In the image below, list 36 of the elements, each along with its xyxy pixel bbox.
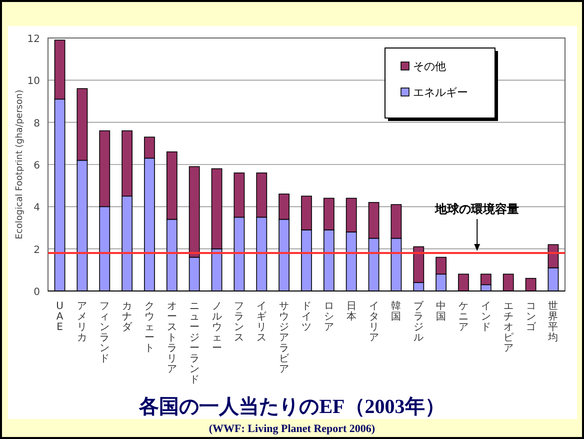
text: 各国の一人当たりのEF（2003年） [138, 396, 445, 418]
x-tick-label: エチオピア [503, 301, 514, 354]
x-tick-label: オーストラリア [166, 301, 177, 375]
x-tick-label: ニュージーランド [189, 301, 200, 386]
x-tick-label: インド [480, 301, 491, 333]
legend-label: その他 [413, 60, 446, 73]
x-tick-label: ノルウェー [212, 301, 222, 354]
y-tick-label: 2 [34, 244, 40, 256]
x-tick-label: UAE [56, 301, 64, 333]
x-tick-label: 中国 [436, 300, 446, 322]
y-tick-label: 10 [27, 76, 40, 88]
y-tick-label: 6 [34, 160, 40, 172]
x-tick-label: ロシア [324, 301, 334, 333]
text: (WWF: Living Planet Report 2006) [208, 423, 376, 435]
y-tick-label: 0 [34, 287, 40, 298]
x-tick-label: サウジアラビア [279, 301, 290, 375]
x-tick-label: ケニア [458, 301, 469, 333]
y-tick-label: 4 [34, 202, 40, 214]
x-tick-label: フィンランド [100, 301, 110, 364]
x-tick-label: 韓国 [391, 300, 402, 322]
x-tick-label: クウェート [144, 301, 154, 354]
x-tick-label: アメリカ [77, 301, 88, 344]
x-tick-label: ドイツ [302, 301, 312, 333]
x-tick-label: イギリス [256, 301, 267, 344]
ref-line-label: 地球の環境容量 [434, 202, 520, 216]
legend-label: エネルギー [413, 86, 468, 99]
x-tick-label: イタリア [368, 301, 379, 344]
y-tick-label: 8 [34, 118, 40, 130]
x-tick-label: コンゴ [526, 301, 537, 333]
x-tick-label: 日本 [346, 301, 356, 322]
y-axis-title: Ecological Footprint (gha/person) [15, 90, 25, 240]
x-tick-label: 世界平均 [547, 300, 558, 344]
y-tick-label: 12 [27, 34, 40, 45]
x-tick-label: フランス [234, 301, 244, 344]
x-tick-label: カナダ [122, 301, 134, 333]
x-tick-label: ブラジル [414, 300, 425, 344]
